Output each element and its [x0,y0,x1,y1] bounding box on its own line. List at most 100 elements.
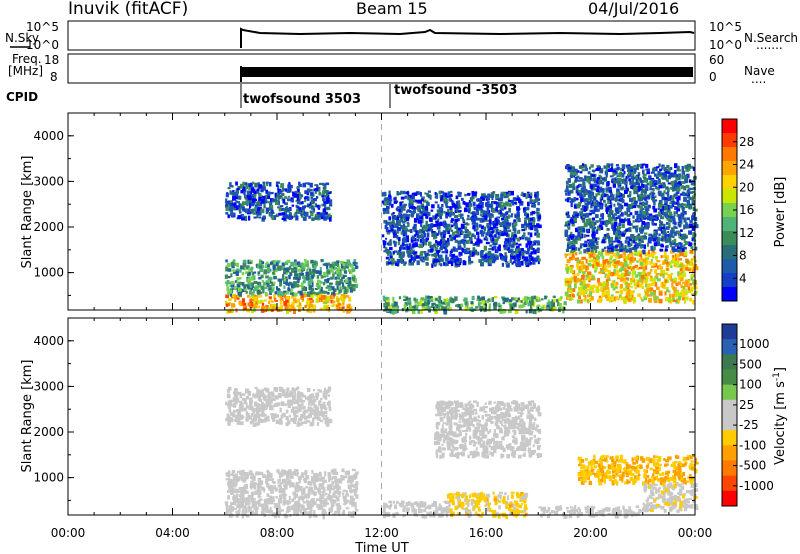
power-cell [242,186,246,192]
power-cell [340,273,344,277]
power-cell [655,273,659,277]
power-cell [653,297,657,301]
power-colorbar-tick: 28 [739,135,754,149]
power-cell [648,213,653,216]
power-cell [439,195,442,199]
power-cell [382,207,387,212]
power-cell [650,252,655,258]
power-cell [525,263,530,268]
power-cell [689,262,693,266]
power-cell [609,218,613,221]
power-cell [635,200,638,205]
power-cell [404,243,408,249]
power-cell [240,267,245,270]
power-cell [225,301,228,304]
power-cell [610,237,614,241]
power-cell [650,265,655,269]
power-cell [664,279,668,283]
power-cell [669,214,673,219]
power-cell [448,261,452,264]
power-cell [253,216,257,219]
power-cell [257,273,260,277]
power-cell [654,173,657,177]
power-cell [683,196,687,202]
power-cell [531,304,536,307]
power-cell [294,211,298,215]
power-cell [525,309,528,314]
power-cell [455,201,459,205]
power-cell [399,246,402,252]
power-cell [633,168,636,174]
power-cell [628,214,631,217]
power-cell [532,302,536,305]
power-cell [660,283,663,288]
power-cell [647,204,651,208]
power-cell [683,211,687,215]
power-cell [304,304,307,308]
power-cell [495,220,499,226]
power-cell [616,229,621,235]
power-cell [642,195,646,199]
power-cell [684,292,688,296]
power-cell [413,218,418,223]
power-cell [610,250,614,255]
power-cell [691,200,695,204]
power-cell [300,214,304,218]
power-cell [686,242,689,245]
power-cell [269,262,274,265]
power-cell [483,218,487,222]
power-cell [294,300,298,304]
power-cell [459,229,463,233]
power-cell [295,193,300,198]
power-cell [583,198,587,203]
power-cell [604,288,607,293]
power-cell [664,248,668,252]
power-cell [574,177,578,182]
power-cell [493,223,497,229]
power-cell [667,167,671,173]
nsky-panel: N.Sky 10^5 10^0 10^5 10^0 N.Search .....… [5,20,798,52]
power-cell [615,210,620,215]
power-cell [608,261,612,264]
power-cell [667,290,671,293]
power-cell [330,304,335,308]
power-cell [688,230,692,235]
power-cell [576,299,581,304]
power-cell [607,288,610,292]
power-cell [613,217,618,222]
power-cell [412,211,415,215]
velocity-cell [261,480,264,485]
power-cell [432,302,436,306]
power-cell [325,201,329,205]
power-cell [618,254,623,258]
power-cell [326,262,331,266]
power-cell [521,191,524,197]
power-cell [641,201,645,207]
power-cell [476,208,479,212]
power-cell [649,261,652,265]
power-cell [347,306,351,309]
power-cell [616,175,620,178]
power-cell [426,295,430,299]
power-cell [611,263,616,266]
power-cell [605,268,608,272]
power-cell [669,173,674,177]
power-cell [589,209,593,213]
power-cell [386,302,390,307]
power-cell [297,290,302,294]
power-cell [445,214,449,219]
power-cell [449,237,452,240]
power-cell [682,297,686,301]
power-cell [587,171,591,175]
power-cell [251,186,254,192]
power-cell [349,289,354,293]
power-cell [636,245,640,249]
power-cell [526,237,531,242]
power-cell [498,222,503,226]
power-cell [606,294,610,299]
power-cell [510,213,514,216]
power-cell [316,282,320,287]
power-cell [581,204,584,210]
power-cell [502,202,507,208]
power-cell [435,253,438,257]
